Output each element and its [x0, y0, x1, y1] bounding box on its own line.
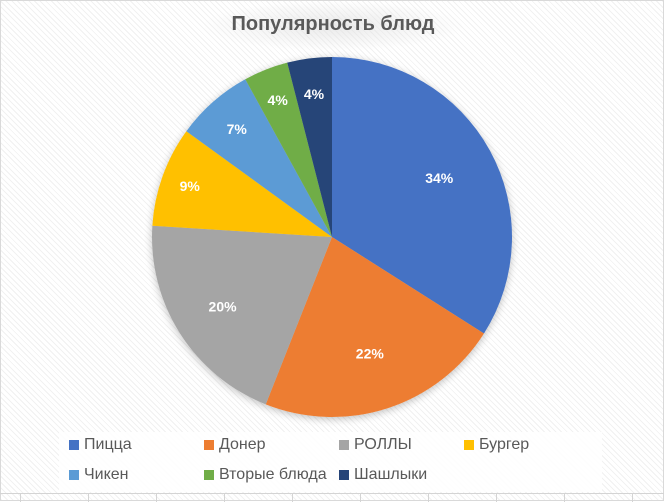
legend-swatch-chicken: [69, 470, 79, 480]
legend-item-pizza[interactable]: Пицца: [69, 436, 132, 454]
slice-data-label: 4%: [268, 92, 289, 108]
title-glow: [201, 1, 465, 51]
legend-swatch-rolls: [339, 440, 349, 450]
legend-swatch-main-dishes: [204, 470, 214, 480]
slice-data-label: 9%: [180, 178, 201, 194]
slice-data-label: 20%: [209, 298, 238, 314]
legend-label: Пицца: [84, 436, 132, 453]
legend-item-doner[interactable]: Донер: [204, 436, 266, 454]
pie-slice-6[interactable]: [245, 62, 332, 237]
legend-item-shashlik[interactable]: Шашлыки: [339, 466, 427, 484]
legend-item-main-dishes[interactable]: Вторые блюда: [204, 466, 327, 484]
spreadsheet-gridlines: [0, 493, 664, 502]
pie-slice-5[interactable]: [186, 79, 332, 237]
legend-swatch-burger: [464, 440, 474, 450]
pie-slice-1[interactable]: [332, 57, 512, 334]
legend-label: Вторые блюда: [219, 466, 327, 483]
legend-label: Шашлыки: [354, 466, 428, 483]
pie-slice-4[interactable]: [152, 131, 332, 237]
slice-data-label: 22%: [356, 345, 385, 361]
slice-data-label: 7%: [227, 121, 248, 137]
legend: Пицца Донер РОЛЛЫ Бургер Чикен Вторые бл…: [59, 432, 602, 492]
chart-title: Популярность блюд: [231, 13, 435, 35]
legend-swatch-pizza: [69, 440, 79, 450]
legend-label: РОЛЛЫ: [354, 436, 412, 453]
slice-data-label: 4%: [304, 86, 325, 102]
legend-label: Чикен: [84, 466, 129, 483]
legend-label: Донер: [219, 436, 266, 453]
legend-item-rolls[interactable]: РОЛЛЫ: [339, 436, 412, 454]
pie-slice-2[interactable]: [265, 237, 484, 417]
legend-item-chicken[interactable]: Чикен: [69, 466, 129, 484]
pie-slice-7[interactable]: [287, 57, 332, 237]
slice-data-label: 34%: [425, 170, 454, 186]
pie-slice-3[interactable]: [152, 225, 332, 405]
legend-label: Бургер: [479, 436, 530, 453]
legend-swatch-shashlik: [339, 470, 349, 480]
legend-swatch-doner: [204, 440, 214, 450]
legend-item-burger[interactable]: Бургер: [464, 436, 529, 454]
